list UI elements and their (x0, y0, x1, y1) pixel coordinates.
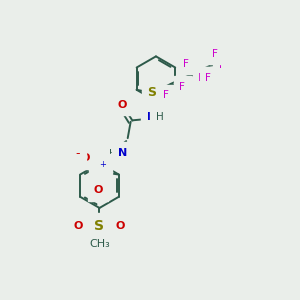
Text: O: O (81, 153, 90, 163)
Text: N: N (118, 148, 127, 158)
Text: O: O (93, 185, 103, 195)
Text: H: H (156, 112, 164, 122)
Text: F: F (199, 73, 204, 83)
Text: CH₃: CH₃ (89, 239, 110, 249)
Text: S: S (94, 219, 104, 233)
Text: F: F (179, 82, 185, 92)
Text: O: O (116, 221, 125, 231)
Text: F: F (183, 59, 189, 69)
Text: -: - (76, 147, 80, 160)
Text: N: N (95, 166, 104, 176)
Text: N: N (147, 112, 156, 122)
Text: S: S (147, 86, 156, 99)
Text: F: F (219, 59, 225, 70)
Text: F: F (164, 90, 169, 100)
Text: F: F (205, 73, 211, 83)
Text: O: O (74, 221, 83, 231)
Text: O: O (118, 100, 127, 110)
Text: F: F (212, 49, 218, 58)
Text: H: H (109, 149, 117, 160)
Text: +: + (100, 160, 106, 169)
